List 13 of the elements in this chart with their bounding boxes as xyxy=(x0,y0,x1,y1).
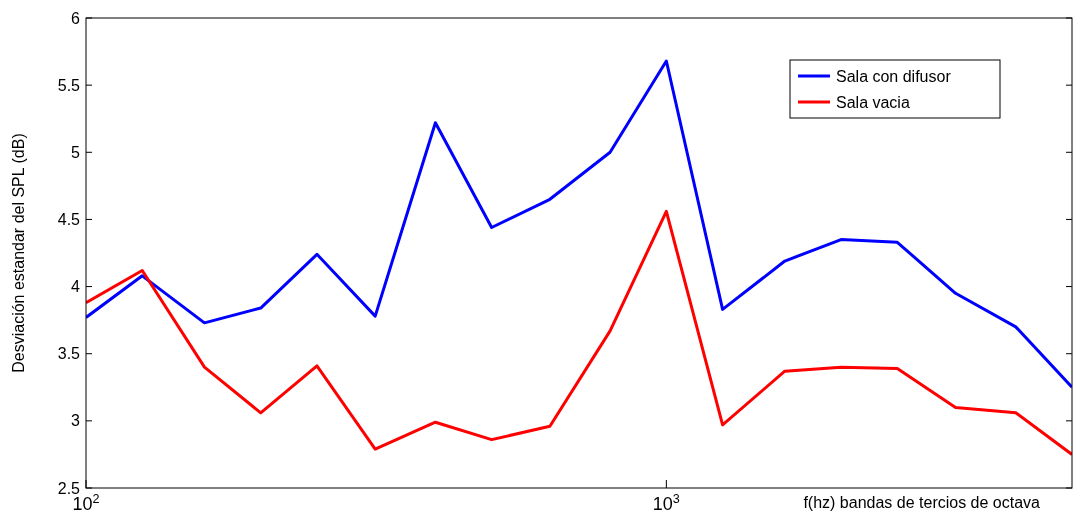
legend-label: Sala vacia xyxy=(836,93,910,111)
y-axis-title: Desviación estandar del SPL (dB) xyxy=(10,133,27,373)
y-tick-label: 4.5 xyxy=(57,211,81,229)
x-tick-label: 10$^{3}$ xyxy=(652,492,680,514)
y-tick-label: 4 xyxy=(71,278,81,296)
y-tick-label: 2.5 xyxy=(57,479,81,497)
y-tick-label: 5 xyxy=(71,143,81,161)
y-tick-label: 3.5 xyxy=(57,345,81,363)
y-tick-label: 5.5 xyxy=(57,76,81,94)
legend-label: Sala con difusor xyxy=(836,67,952,85)
y-tick-label: 3 xyxy=(71,412,81,430)
x-axis-title: f(hz) bandas de tercios de octava xyxy=(803,494,1041,511)
y-tick-label: 6 xyxy=(71,9,81,27)
